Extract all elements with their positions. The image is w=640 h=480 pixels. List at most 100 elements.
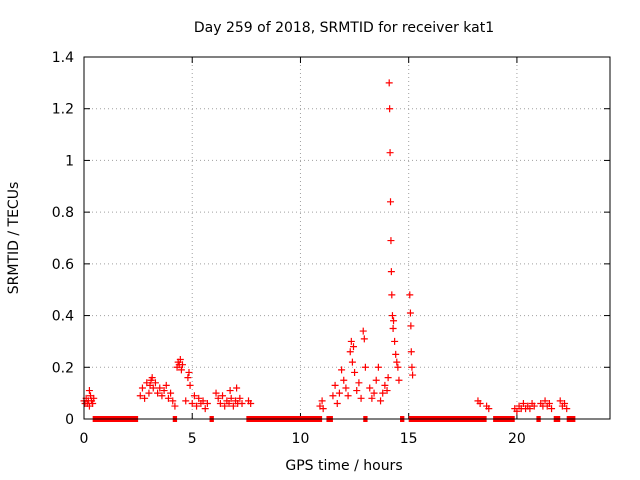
data-point: [169, 397, 177, 405]
data-point: [360, 335, 368, 343]
data-point: [386, 149, 394, 157]
data-point: [344, 392, 352, 400]
data-point: [233, 384, 241, 392]
data-point: [335, 389, 343, 397]
y-ticks: 0 0.2 0.4 0.6 0.8 1 1.2 1.4: [52, 50, 610, 428]
data-point: [340, 376, 348, 384]
data-point: [193, 402, 201, 410]
data-point: [318, 397, 326, 405]
data-point: [319, 405, 327, 413]
y-axis-label: SRMTID / TECUs: [6, 182, 22, 295]
data-point: [227, 394, 235, 402]
data-point: [178, 361, 186, 369]
x-tick-label: 20: [508, 431, 526, 447]
data-point: [141, 394, 149, 402]
data-point: [221, 402, 229, 410]
data-point: [353, 387, 361, 395]
data-point: [156, 384, 164, 392]
data-point: [561, 399, 569, 407]
y-tick-label: 0.2: [52, 360, 74, 376]
data-point: [188, 399, 196, 407]
x-tick-label: 0: [80, 431, 89, 447]
data-point: [347, 337, 355, 345]
data-point: [556, 397, 564, 405]
data-point: [185, 368, 193, 376]
grid-lines: [84, 57, 610, 419]
data-point: [377, 397, 385, 405]
data-point: [186, 381, 194, 389]
data-point: [513, 407, 521, 415]
data-point: [545, 399, 553, 407]
data-point: [541, 397, 549, 405]
data-point: [392, 350, 400, 358]
data-point: [366, 384, 374, 392]
data-point: [160, 387, 168, 395]
data-point: [214, 394, 222, 402]
data-point: [219, 392, 227, 400]
data-point: [203, 399, 211, 407]
data-point: [519, 399, 527, 407]
data-point: [226, 387, 234, 395]
data-point: [379, 389, 387, 397]
y-tick-label: 1.4: [52, 50, 74, 66]
data-point: [171, 402, 179, 410]
data-point: [162, 381, 170, 389]
data-points: [80, 79, 571, 415]
data-point: [526, 405, 534, 413]
x-axis-label: GPS time / hours: [285, 458, 402, 474]
data-point: [136, 392, 144, 400]
data-point: [177, 366, 185, 374]
data-point: [406, 291, 414, 299]
data-point: [212, 389, 220, 397]
data-point: [387, 237, 395, 245]
data-point: [201, 405, 209, 413]
data-point: [182, 397, 190, 405]
data-point: [154, 389, 162, 397]
data-point: [329, 392, 337, 400]
data-point: [361, 363, 369, 371]
x-ticks: 0 5 10 15 20: [80, 57, 526, 447]
data-point: [349, 343, 357, 351]
data-point: [386, 105, 394, 113]
data-point: [357, 394, 365, 402]
data-point: [388, 291, 396, 299]
data-point: [346, 348, 354, 356]
y-tick-label: 0.8: [52, 205, 74, 221]
data-point: [333, 399, 341, 407]
data-point: [476, 399, 484, 407]
data-point: [384, 374, 392, 382]
data-point: [383, 387, 391, 395]
data-point: [90, 394, 98, 402]
data-point: [389, 325, 397, 332]
data-point: [359, 327, 367, 335]
data-point: [190, 392, 198, 400]
y-tick-label: 0: [65, 412, 74, 428]
data-point: [236, 394, 244, 402]
data-point: [391, 337, 399, 345]
data-point: [394, 363, 402, 371]
data-point: [195, 394, 203, 402]
data-point: [216, 399, 224, 407]
data-point: [368, 394, 376, 402]
data-point: [351, 368, 359, 376]
data-point: [385, 79, 393, 87]
x-tick-label: 10: [292, 431, 310, 447]
plot-frame: [83, 56, 611, 420]
data-point: [158, 392, 166, 400]
data-point: [530, 402, 538, 410]
data-point: [372, 376, 380, 384]
data-point: [370, 389, 378, 397]
data-point: [184, 374, 192, 382]
data-point: [388, 312, 396, 320]
data-point: [85, 387, 93, 395]
y-tick-label: 1.2: [52, 102, 74, 118]
data-point: [387, 268, 395, 276]
data-point: [167, 389, 175, 397]
data-point: [164, 394, 172, 402]
data-point: [395, 376, 403, 384]
chart-title: Day 259 of 2018, SRMTID for receiver kat…: [194, 20, 494, 36]
x-tick-label: 5: [188, 431, 197, 447]
data-point: [409, 371, 417, 379]
data-point: [374, 363, 382, 371]
